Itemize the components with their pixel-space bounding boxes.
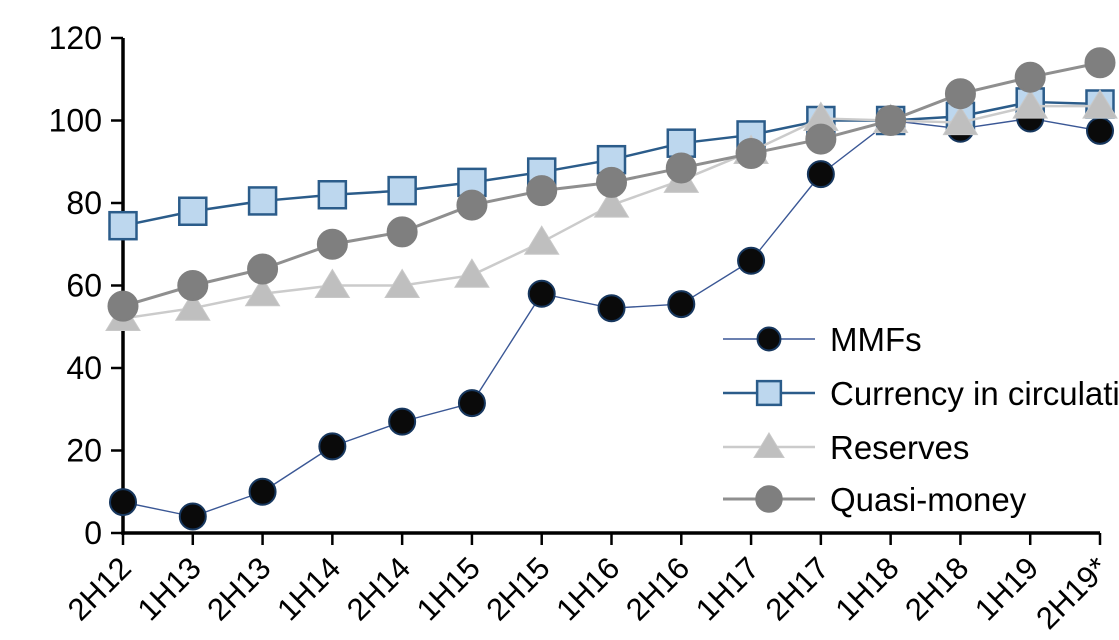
data-point-marker — [384, 268, 421, 298]
data-point-marker — [178, 502, 207, 531]
data-point-marker — [667, 290, 696, 319]
data-point-marker — [1082, 89, 1118, 119]
legend-item-mmfs: MMFs — [723, 321, 922, 358]
data-point-marker — [1012, 89, 1049, 119]
data-point-marker — [388, 407, 417, 436]
x-tick-label: 2H15 — [480, 550, 557, 627]
legend-label: Reserves — [830, 429, 969, 466]
chart-canvas: 0204060801001202H121H132H131H142H141H152… — [49, 20, 1119, 636]
y-tick-label: 60 — [66, 268, 102, 304]
data-point-marker — [244, 276, 281, 307]
y-tick-label: 80 — [66, 185, 102, 221]
data-point-marker — [596, 166, 627, 198]
data-point-marker — [593, 188, 630, 218]
data-point-marker — [107, 290, 139, 322]
data-point-marker — [247, 186, 278, 216]
y-tick-label: 100 — [49, 103, 102, 139]
x-tick-label: 1H17 — [689, 550, 766, 627]
x-tick-label: 2H18 — [898, 550, 975, 627]
data-point-marker — [248, 477, 277, 506]
data-point-marker — [456, 189, 488, 221]
data-point-marker — [1086, 116, 1114, 145]
data-point-marker — [942, 105, 979, 136]
data-point-marker — [109, 488, 137, 517]
data-point-marker — [174, 291, 211, 321]
data-point-marker — [387, 175, 417, 206]
y-tick-label: 20 — [66, 433, 102, 469]
legend-label: Quasi-money — [830, 481, 1027, 518]
legend: MMFs Currency in circulation Reserves Quasi… — [723, 321, 1119, 518]
data-point-marker — [177, 270, 209, 301]
data-point-marker — [314, 268, 351, 298]
x-tick-label: 1H13 — [131, 550, 208, 627]
data-point-marker — [108, 210, 138, 241]
data-point-marker — [737, 246, 766, 275]
x-tick-label: 2H14 — [340, 550, 417, 627]
legend-label: Currency in circulation — [830, 375, 1119, 412]
data-point-marker — [735, 138, 767, 169]
data-point-marker — [755, 485, 783, 513]
y-tick-label: 0 — [84, 515, 102, 551]
data-point-marker — [523, 225, 560, 255]
x-tick-label: 1H18 — [828, 550, 905, 627]
data-point-marker — [805, 123, 837, 155]
x-tick-label: 2H16 — [619, 550, 696, 627]
legend-item-reserves: Reserves — [723, 429, 969, 466]
data-point-marker — [944, 78, 976, 110]
x-tick-label: 1H14 — [270, 550, 347, 627]
data-point-marker — [318, 432, 347, 461]
x-tick-label: 2H12 — [61, 550, 138, 627]
x-tick-label: 1H16 — [549, 550, 626, 627]
legend-item-quasi-money: Quasi-money — [723, 481, 1027, 518]
data-point-marker — [316, 228, 348, 260]
data-point-marker — [317, 180, 348, 210]
data-point-marker — [526, 175, 558, 207]
data-point-marker — [1014, 61, 1046, 93]
data-point-marker — [527, 279, 556, 308]
data-point-marker — [597, 294, 626, 323]
data-point-marker — [1084, 47, 1116, 79]
data-point-marker — [666, 128, 697, 158]
x-tick-label: 2H13 — [200, 550, 277, 627]
data-point-marker — [875, 105, 907, 136]
data-point-marker — [457, 389, 486, 418]
data-point-marker — [178, 196, 208, 226]
data-point-marker — [386, 216, 418, 248]
data-point-marker — [247, 253, 279, 285]
series-quasi-money — [107, 47, 1116, 322]
y-tick-label: 40 — [66, 350, 102, 386]
x-tick-label: 2H17 — [759, 550, 836, 627]
legend-item-currency-in-circulation: Currency in circulation — [723, 375, 1119, 412]
x-tick-label: 1H15 — [410, 550, 487, 627]
data-point-marker — [454, 258, 490, 288]
data-point-marker — [753, 431, 785, 459]
indexed-money-aggregates-chart: 0 20 40 60 80 100 120 2H12 1H13 2H13 1H14 2H14 1H15 2… — [40, 16, 1119, 640]
x-tick-label: 2H19* — [1029, 550, 1115, 636]
data-point-marker — [665, 152, 697, 184]
data-point-marker — [806, 160, 835, 189]
data-point-marker — [755, 379, 783, 407]
legend-label: MMFs — [830, 321, 922, 358]
data-point-marker — [756, 326, 782, 352]
y-tick-label: 120 — [49, 20, 102, 56]
